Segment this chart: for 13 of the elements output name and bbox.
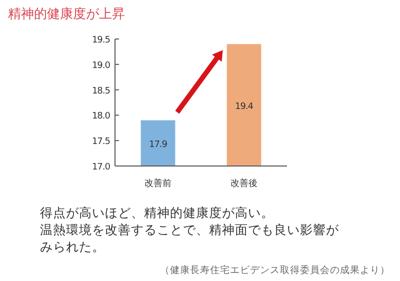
text: 得点が高いほど、精神的健康度が高い。温熱環境を改善することで、精神面でも良い影響がみられた。: [40, 205, 340, 254]
data-label: 19.4: [234, 102, 254, 112]
text: （健康長寿住宅エビデンス取得委員会の成果より）: [160, 264, 390, 276]
y-tick-label: 19.5: [92, 36, 110, 46]
y-tick-label: 17.0: [92, 162, 111, 172]
y-tick-label: 18.0: [92, 112, 111, 122]
y-tick-label: 17.5: [92, 137, 110, 148]
data-label: 17.9: [148, 140, 168, 150]
chart-title: 精神的健康度が上昇: [8, 6, 125, 22]
y-tick-label: 19.0: [92, 60, 111, 71]
x-tick-label: 改善後: [230, 178, 258, 189]
y-tick-label: 18.5: [92, 86, 110, 96]
x-tick-label: 改善前: [144, 178, 172, 189]
